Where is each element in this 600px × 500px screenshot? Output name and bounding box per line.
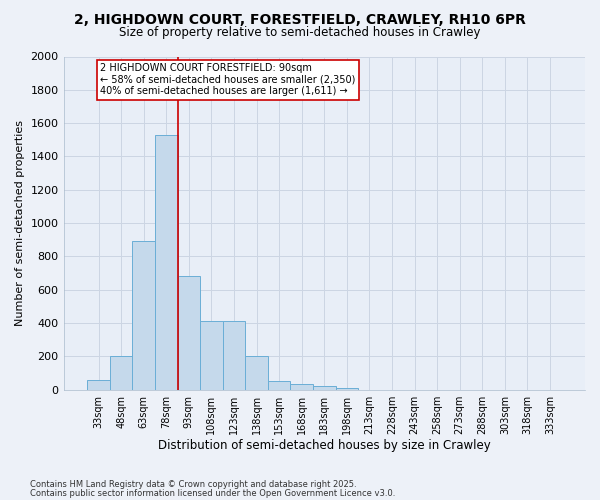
Bar	[268, 380, 290, 390]
Text: 2, HIGHDOWN COURT, FORESTFIELD, CRAWLEY, RH10 6PR: 2, HIGHDOWN COURT, FORESTFIELD, CRAWLEY,…	[74, 12, 526, 26]
Bar	[110, 356, 133, 390]
Bar	[87, 380, 110, 390]
Y-axis label: Number of semi-detached properties: Number of semi-detached properties	[15, 120, 25, 326]
Bar	[178, 276, 200, 390]
Bar	[313, 386, 335, 390]
Bar	[223, 320, 245, 390]
Bar	[290, 384, 313, 390]
Text: 2 HIGHDOWN COURT FORESTFIELD: 90sqm
← 58% of semi-detached houses are smaller (2: 2 HIGHDOWN COURT FORESTFIELD: 90sqm ← 58…	[100, 63, 356, 96]
Text: Contains HM Land Registry data © Crown copyright and database right 2025.: Contains HM Land Registry data © Crown c…	[30, 480, 356, 489]
Text: Size of property relative to semi-detached houses in Crawley: Size of property relative to semi-detach…	[119, 26, 481, 39]
Bar	[245, 356, 268, 390]
Bar	[200, 320, 223, 390]
Bar	[155, 135, 178, 390]
Bar	[133, 242, 155, 390]
X-axis label: Distribution of semi-detached houses by size in Crawley: Distribution of semi-detached houses by …	[158, 440, 491, 452]
Text: Contains public sector information licensed under the Open Government Licence v3: Contains public sector information licen…	[30, 488, 395, 498]
Bar	[335, 388, 358, 390]
